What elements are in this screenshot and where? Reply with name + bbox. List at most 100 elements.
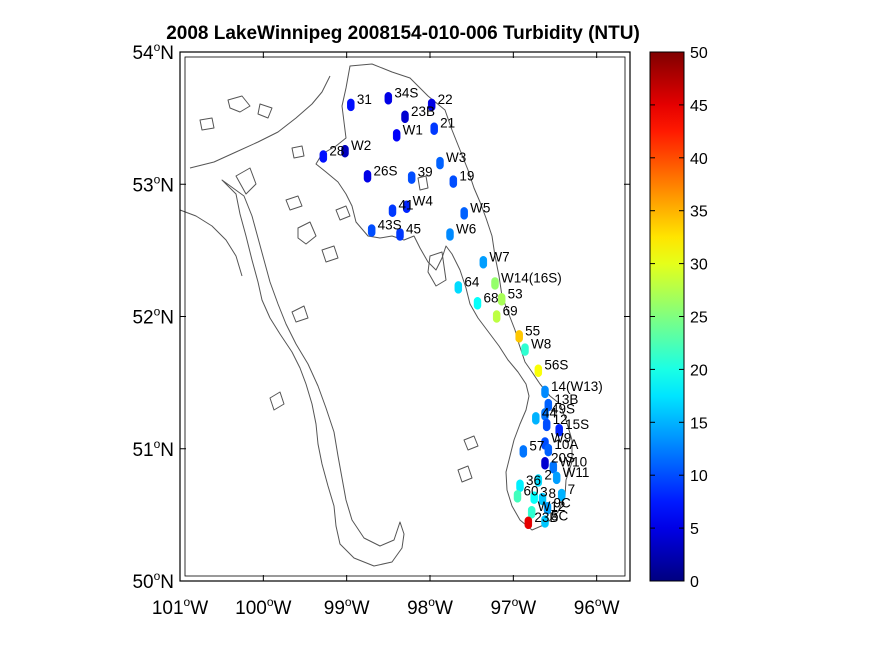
small-lake	[427, 251, 447, 287]
station-label: 41	[399, 198, 414, 213]
station-label: 69	[503, 304, 518, 319]
station-label: 21	[440, 116, 455, 131]
station-label: 36	[526, 473, 541, 488]
small-lake	[235, 167, 257, 195]
station-marker	[497, 293, 506, 306]
small-lake	[463, 435, 479, 451]
station-marker	[473, 297, 482, 310]
station-label: 23B	[411, 104, 435, 119]
lat-tick-label: 52oN	[132, 305, 174, 329]
station-label: 23B	[534, 510, 558, 525]
west-lakes-shoreline	[221, 179, 405, 567]
inland-shoreline	[179, 209, 243, 277]
station-marker	[491, 277, 499, 290]
station-marker	[557, 488, 566, 502]
station-label: 49S	[551, 401, 575, 416]
station-label: 9C	[554, 495, 572, 510]
station-label: 64	[464, 274, 480, 289]
coastline	[179, 63, 573, 567]
station-label: 57	[529, 438, 544, 453]
station-label: W9	[551, 430, 571, 445]
station-marker	[384, 92, 393, 105]
station-marker	[519, 445, 528, 458]
small-lake	[285, 195, 303, 211]
small-lake	[335, 205, 351, 221]
station-marker	[454, 281, 463, 294]
colorbar-tick-label: 40	[690, 151, 708, 168]
map-frame	[179, 51, 631, 582]
station-label: 26S	[374, 163, 398, 178]
station-label: 3	[540, 485, 548, 500]
station-label: W14(16S)	[501, 270, 562, 285]
small-lake	[269, 391, 285, 411]
station-label: W2	[351, 138, 371, 153]
station-marker	[530, 491, 538, 504]
station-marker	[388, 204, 397, 217]
lat-tick-label: 51oN	[132, 437, 174, 461]
station-marker	[544, 443, 553, 457]
station-marker	[552, 471, 561, 485]
station-marker	[449, 175, 458, 188]
station-label: W12	[538, 499, 566, 514]
colorbar-tick-label: 30	[690, 257, 708, 274]
station-marker	[532, 412, 540, 425]
lon-tick-label: 97oW	[490, 595, 536, 619]
station-label: 20S	[551, 450, 575, 465]
colorbar-tick-label: 5	[690, 521, 699, 538]
station-marker	[396, 228, 404, 241]
lat-tick-label: 54oN	[132, 40, 174, 64]
station-marker	[492, 310, 501, 323]
station-label: 5C	[551, 508, 569, 523]
lon-tick-label: 100oW	[235, 595, 291, 619]
small-lake	[227, 95, 251, 113]
station-label: 10A	[554, 437, 578, 452]
lake-winnipeg-shoreline	[315, 63, 573, 531]
station-marker	[427, 98, 436, 112]
station-marker	[541, 457, 549, 470]
map-background	[180, 52, 630, 581]
station-marker	[446, 228, 454, 241]
colorbar-tick-label: 35	[690, 204, 708, 221]
map-frame-inner	[184, 56, 626, 577]
station-marker	[555, 423, 563, 437]
station-label: 19	[459, 169, 474, 184]
station-label: W10	[559, 454, 587, 469]
station-label: 2	[544, 467, 552, 482]
station-label: 22	[438, 92, 453, 107]
station-label: 43S	[378, 218, 402, 233]
station-label: 34S	[394, 85, 418, 100]
small-lake	[417, 175, 429, 191]
station-label: 45	[406, 222, 421, 237]
station-label: 44	[542, 405, 558, 420]
station-label: W8	[531, 337, 551, 352]
station-marker	[541, 385, 549, 399]
small-lake	[199, 117, 215, 131]
station-marker	[363, 170, 372, 183]
small-lake	[321, 245, 339, 263]
station-label: 68	[484, 290, 499, 305]
lon-tick-label: 99oW	[324, 595, 370, 619]
longitude-tick-labels: 101oW 100oW 99oW 98oW 97oW 96oW	[152, 595, 620, 619]
station-marker	[541, 515, 549, 528]
station-label: 13B	[554, 392, 578, 407]
small-lake	[257, 103, 273, 119]
station-marker	[341, 144, 349, 158]
small-lake	[457, 465, 473, 483]
station-label: 55	[525, 323, 540, 338]
station-label: 28	[329, 143, 344, 158]
station-label: W4	[413, 194, 434, 209]
station-label: W11	[563, 465, 590, 480]
station-marker	[538, 492, 547, 506]
station-marker	[543, 502, 552, 515]
station-label: W5	[470, 200, 490, 215]
station-marker	[460, 207, 468, 220]
station-marker	[347, 98, 355, 112]
colorbar-tick-label: 15	[690, 415, 708, 432]
colorbar-tick-label: 50	[690, 45, 708, 62]
lat-tick-label: 53oN	[132, 172, 174, 196]
station-marker	[430, 122, 438, 135]
station-label: W7	[489, 249, 509, 264]
station-marker	[524, 516, 533, 530]
